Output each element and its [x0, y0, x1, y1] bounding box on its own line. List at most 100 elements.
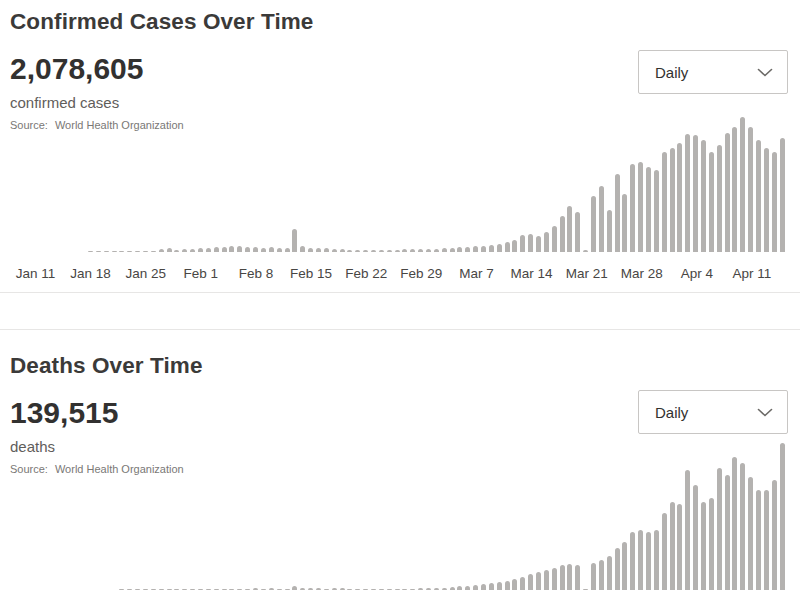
bar[interactable] [677, 143, 682, 252]
bar[interactable] [253, 247, 258, 252]
bar[interactable] [308, 248, 313, 252]
bar[interactable] [709, 152, 714, 252]
bar[interactable] [316, 248, 321, 252]
bar[interactable] [174, 250, 179, 252]
bar[interactable] [198, 589, 203, 590]
bar[interactable] [316, 588, 321, 590]
bar[interactable] [591, 563, 596, 590]
bar[interactable] [190, 589, 195, 590]
bar[interactable] [528, 234, 533, 252]
bar[interactable] [418, 249, 423, 252]
bar[interactable] [442, 588, 447, 590]
bar[interactable] [473, 246, 478, 252]
bar[interactable] [764, 490, 769, 590]
bar[interactable] [701, 140, 706, 252]
bar[interactable] [575, 212, 580, 252]
bar[interactable] [151, 251, 156, 252]
bar[interactable] [575, 565, 580, 590]
bar[interactable] [410, 589, 415, 590]
bar[interactable] [300, 588, 305, 590]
bar[interactable] [670, 148, 675, 252]
bar[interactable] [489, 583, 494, 590]
bar[interactable] [607, 210, 612, 252]
bar[interactable] [552, 568, 557, 590]
bar[interactable] [756, 140, 761, 252]
bar[interactable] [434, 588, 439, 590]
bar[interactable] [285, 589, 290, 590]
bar[interactable] [630, 164, 635, 252]
bar[interactable] [340, 249, 345, 252]
bar[interactable] [229, 589, 234, 590]
bar[interactable] [104, 251, 109, 252]
bar[interactable] [174, 589, 179, 590]
bar[interactable] [560, 565, 565, 590]
bar[interactable] [292, 586, 297, 590]
bar[interactable] [308, 588, 313, 590]
bar[interactable] [662, 513, 667, 590]
bar[interactable] [363, 589, 368, 590]
bar[interactable] [693, 135, 698, 252]
bar[interactable] [465, 247, 470, 252]
bar[interactable] [300, 246, 305, 252]
bar[interactable] [599, 186, 604, 252]
bar[interactable] [355, 250, 360, 252]
bar[interactable] [646, 532, 651, 590]
bar[interactable] [182, 249, 187, 252]
bar[interactable] [756, 490, 761, 590]
bar[interactable] [536, 572, 541, 590]
bar[interactable] [269, 247, 274, 252]
bar[interactable] [159, 589, 164, 590]
bar[interactable] [190, 249, 195, 252]
bar[interactable] [677, 504, 682, 590]
bar[interactable] [167, 248, 172, 252]
bar[interactable] [198, 248, 203, 252]
bar[interactable] [371, 589, 376, 590]
bar[interactable] [701, 502, 706, 590]
bar[interactable] [670, 502, 675, 590]
bar[interactable] [654, 170, 659, 252]
bar[interactable] [237, 246, 242, 252]
bar[interactable] [717, 468, 722, 590]
bar[interactable] [567, 206, 572, 252]
bar[interactable] [410, 249, 415, 252]
bar[interactable] [379, 250, 384, 252]
bar[interactable] [552, 226, 557, 252]
bar[interactable] [402, 589, 407, 590]
bar[interactable] [544, 232, 549, 252]
bar[interactable] [253, 588, 258, 590]
bar[interactable] [505, 242, 510, 252]
bar[interactable] [363, 250, 368, 252]
bar[interactable] [638, 530, 643, 590]
bar[interactable] [685, 134, 690, 252]
bar[interactable] [457, 247, 462, 252]
bar[interactable] [434, 249, 439, 252]
bar[interactable] [222, 247, 227, 252]
bar[interactable] [285, 248, 290, 252]
bar[interactable] [465, 586, 470, 590]
bar[interactable] [544, 570, 549, 590]
bar[interactable] [622, 194, 627, 252]
bar[interactable] [732, 127, 737, 252]
bar[interactable] [615, 174, 620, 252]
bar[interactable] [135, 589, 140, 590]
bar[interactable] [764, 148, 769, 252]
bar[interactable] [127, 589, 132, 590]
bar[interactable] [457, 586, 462, 590]
bar[interactable] [685, 470, 690, 590]
bar[interactable] [520, 577, 525, 590]
bar[interactable] [214, 247, 219, 252]
bar[interactable] [638, 162, 643, 252]
bar[interactable] [512, 579, 517, 590]
bar[interactable] [481, 584, 486, 590]
bar[interactable] [709, 498, 714, 590]
bar[interactable] [748, 477, 753, 590]
bar[interactable] [725, 475, 730, 590]
bar[interactable] [151, 589, 156, 590]
bar[interactable] [182, 589, 187, 590]
bar[interactable] [772, 152, 777, 252]
bar[interactable] [450, 248, 455, 252]
bar[interactable] [127, 251, 132, 252]
bar[interactable] [395, 589, 400, 590]
timeframe-dropdown[interactable]: Daily [638, 390, 788, 434]
bar[interactable] [780, 443, 785, 590]
